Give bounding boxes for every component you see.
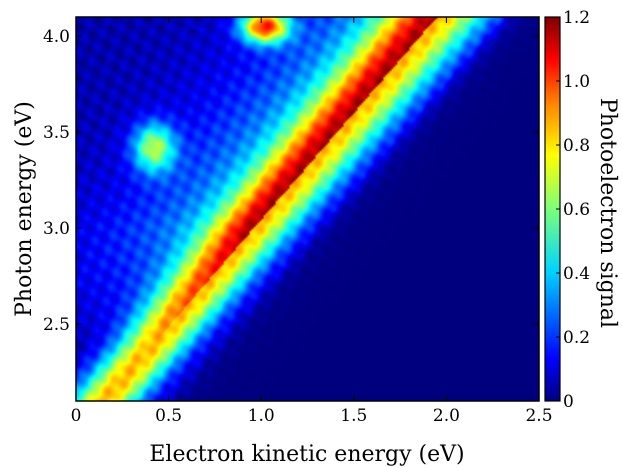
plot-frame xyxy=(75,16,540,402)
colorbar-tick-label: 1.0 xyxy=(563,72,590,92)
x-tick-label: 2.5 xyxy=(525,406,552,426)
colorbar-tick-label: 0.6 xyxy=(563,200,590,220)
colorbar-tick-label: 1.2 xyxy=(563,8,590,28)
colorbar-tick-label: 0 xyxy=(563,392,574,412)
x-tick-label: 0.5 xyxy=(155,406,182,426)
y-tick-label: 3.0 xyxy=(43,219,70,239)
y-tick-label: 4.0 xyxy=(43,27,70,47)
y-axis-title: Photon energy (eV) xyxy=(12,101,37,317)
colorbar-title: Photoelectron signal xyxy=(595,98,620,328)
y-tick-label: 3.5 xyxy=(43,123,70,143)
x-tick-label: 1.5 xyxy=(340,406,367,426)
x-tick-label: 0 xyxy=(71,406,82,426)
x-tick-label: 1.0 xyxy=(248,406,275,426)
heatmap-area xyxy=(76,17,539,401)
colorbar-axis: 0 0.2 0.4 0.6 0.8 1.0 1.2 xyxy=(556,8,590,412)
x-tick-label: 2.0 xyxy=(433,406,460,426)
y-axis: 2.5 3.0 3.5 4.0 xyxy=(43,27,539,335)
y-tick-label: 2.5 xyxy=(43,315,70,335)
colorbar-tick-label: 0.8 xyxy=(563,136,590,156)
x-axis: 0 0.5 1.0 1.5 2.0 2.5 xyxy=(71,17,553,426)
colorbar-tick-label: 0.4 xyxy=(563,264,590,284)
x-axis-title: Electron kinetic energy (eV) xyxy=(149,442,464,467)
colorbar-tick-label: 0.2 xyxy=(563,328,590,348)
heatmap-image xyxy=(76,17,539,401)
